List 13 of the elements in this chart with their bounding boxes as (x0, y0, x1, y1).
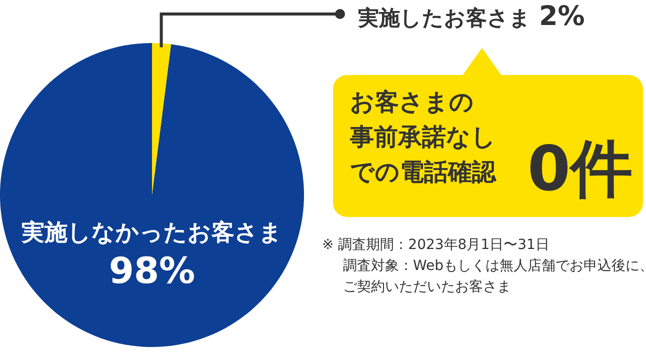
pie-slice (0, 43, 304, 347)
pie-slice (152, 43, 172, 195)
text: ご契約いただいたお客さま (343, 279, 511, 295)
slice-label: 実施したお客さま (358, 6, 531, 30)
slice-label: 実施しなかったお客さま (20, 219, 282, 246)
text: 0件 (527, 132, 633, 205)
text: 調査対象：Webもしくは無人店舗でお申込後に、 (343, 258, 646, 274)
text: ※ 調査期間：2023年8月1日〜31日 (322, 237, 550, 253)
data-label: 2% (539, 1, 585, 32)
text: での電話確認 (350, 158, 497, 186)
data-label: 98% (108, 251, 196, 292)
text: お客さまの (350, 88, 474, 116)
text: 事前承諾なし (349, 123, 496, 151)
